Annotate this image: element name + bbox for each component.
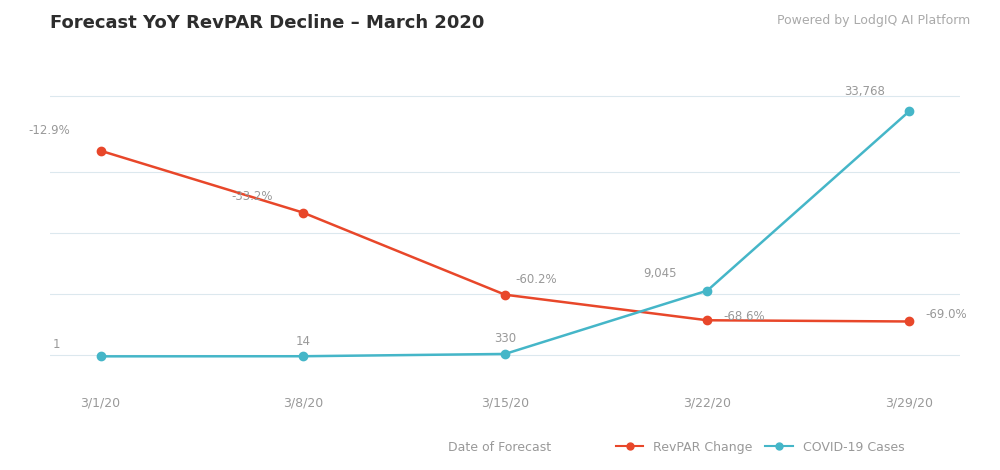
Text: Powered by LodgIQ AI Platform: Powered by LodgIQ AI Platform xyxy=(777,14,970,27)
COVID-19 Cases xyxy=(297,353,309,359)
Text: -68.6%: -68.6% xyxy=(723,310,765,323)
Text: 14: 14 xyxy=(295,335,310,347)
Text: -12.9%: -12.9% xyxy=(28,124,70,137)
Text: -69.0%: -69.0% xyxy=(926,308,967,321)
RevPAR Change xyxy=(903,319,915,324)
Text: 330: 330 xyxy=(494,332,516,345)
Legend: RevPAR Change, COVID-19 Cases: RevPAR Change, COVID-19 Cases xyxy=(611,436,909,459)
Text: -60.2%: -60.2% xyxy=(515,273,557,286)
Line: RevPAR Change: RevPAR Change xyxy=(96,147,914,326)
Text: Forecast YoY RevPAR Decline – March 2020: Forecast YoY RevPAR Decline – March 2020 xyxy=(50,14,484,32)
COVID-19 Cases xyxy=(903,108,915,114)
Text: 33,768: 33,768 xyxy=(844,85,885,98)
Text: 9,045: 9,045 xyxy=(643,267,677,280)
RevPAR Change xyxy=(499,292,511,298)
COVID-19 Cases xyxy=(499,351,511,357)
RevPAR Change xyxy=(297,210,309,215)
COVID-19 Cases xyxy=(701,288,713,293)
COVID-19 Cases xyxy=(95,353,107,359)
RevPAR Change xyxy=(701,317,713,323)
Text: Date of Forecast: Date of Forecast xyxy=(448,441,552,454)
Line: COVID-19 Cases: COVID-19 Cases xyxy=(96,107,914,360)
RevPAR Change xyxy=(95,148,107,154)
Text: 1: 1 xyxy=(53,337,60,351)
Text: -33.2%: -33.2% xyxy=(231,190,272,204)
